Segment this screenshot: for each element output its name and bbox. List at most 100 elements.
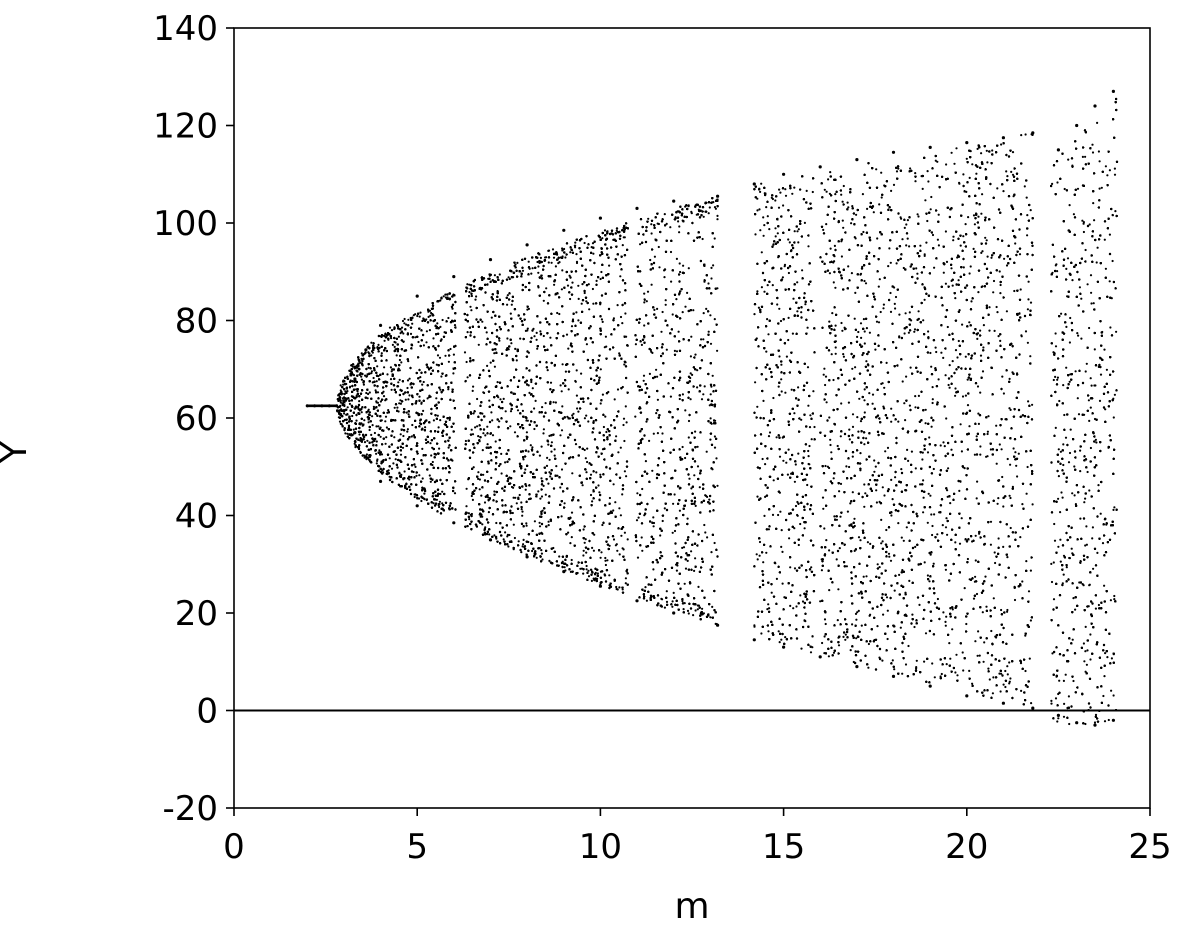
density-dot bbox=[652, 525, 655, 528]
density-dot bbox=[1003, 257, 1006, 260]
density-dot bbox=[1109, 599, 1112, 602]
density-dot bbox=[469, 357, 472, 360]
density-dot bbox=[414, 313, 417, 316]
density-dot bbox=[959, 423, 962, 426]
density-dot bbox=[1085, 362, 1088, 365]
density-dot bbox=[840, 321, 843, 325]
density-dot bbox=[548, 434, 551, 437]
density-dot bbox=[1050, 702, 1053, 705]
data-point bbox=[525, 243, 529, 247]
density-dot bbox=[1005, 170, 1008, 173]
density-dot bbox=[1050, 699, 1053, 703]
density-dot bbox=[579, 567, 582, 570]
density-dot bbox=[922, 479, 925, 482]
density-dot bbox=[977, 630, 980, 633]
density-dot bbox=[995, 424, 998, 427]
density-dot bbox=[583, 448, 586, 452]
density-dot bbox=[574, 379, 577, 383]
density-dot bbox=[1081, 155, 1084, 158]
density-dot bbox=[358, 433, 361, 436]
density-dot bbox=[427, 310, 430, 313]
density-dot bbox=[977, 215, 980, 218]
density-dot bbox=[799, 594, 802, 597]
density-dot bbox=[908, 579, 911, 583]
density-dot bbox=[796, 500, 799, 504]
density-dot bbox=[1067, 158, 1070, 161]
density-dot bbox=[906, 237, 909, 240]
density-dot bbox=[622, 236, 625, 239]
density-dot bbox=[797, 452, 800, 455]
data-point bbox=[1111, 89, 1115, 93]
density-dot bbox=[692, 614, 695, 617]
density-dot bbox=[507, 545, 510, 548]
density-dot bbox=[930, 195, 933, 199]
density-dot bbox=[934, 346, 937, 349]
density-dot bbox=[348, 386, 351, 389]
density-dot bbox=[982, 346, 985, 349]
density-dot bbox=[941, 524, 944, 527]
density-dot bbox=[585, 343, 589, 346]
density-dot bbox=[375, 425, 378, 428]
density-dot bbox=[520, 508, 523, 511]
density-dot bbox=[524, 488, 527, 491]
density-dot bbox=[397, 335, 400, 338]
density-dot bbox=[468, 291, 471, 294]
density-dot bbox=[568, 274, 571, 277]
density-dot bbox=[716, 349, 719, 352]
density-dot bbox=[839, 515, 842, 518]
density-dot bbox=[954, 394, 957, 397]
density-dot bbox=[577, 297, 580, 300]
density-dot bbox=[707, 212, 710, 215]
density-dot bbox=[574, 241, 577, 244]
density-dot bbox=[975, 497, 978, 500]
density-dot bbox=[1068, 722, 1071, 726]
density-dot bbox=[805, 189, 808, 192]
density-dot bbox=[983, 641, 986, 644]
density-dot bbox=[899, 626, 902, 629]
density-dot bbox=[777, 385, 780, 388]
density-dot bbox=[784, 636, 787, 639]
density-dot bbox=[1056, 720, 1059, 723]
density-dot bbox=[962, 235, 965, 238]
density-dot bbox=[353, 442, 356, 445]
density-dot bbox=[1011, 173, 1015, 176]
density-dot bbox=[942, 611, 945, 614]
density-dot bbox=[768, 431, 772, 434]
density-dot bbox=[766, 318, 769, 321]
density-dot bbox=[1091, 143, 1094, 146]
density-dot bbox=[526, 308, 529, 311]
density-dot bbox=[851, 623, 854, 626]
density-dot bbox=[957, 339, 960, 343]
density-dot bbox=[1028, 657, 1031, 660]
density-dot bbox=[1017, 452, 1020, 455]
density-dot bbox=[945, 663, 948, 666]
density-dot bbox=[945, 260, 949, 263]
density-dot bbox=[599, 473, 602, 476]
density-dot bbox=[436, 414, 439, 417]
density-dot bbox=[1005, 310, 1009, 313]
density-dot bbox=[840, 255, 844, 258]
density-dot bbox=[481, 449, 484, 452]
density-dot bbox=[767, 603, 770, 606]
density-dot bbox=[1083, 501, 1086, 504]
density-dot bbox=[926, 521, 929, 524]
density-dot bbox=[509, 312, 512, 315]
density-dot bbox=[821, 496, 825, 499]
density-dot bbox=[367, 421, 370, 424]
density-dot bbox=[862, 575, 865, 578]
density-dot bbox=[908, 404, 912, 407]
density-dot bbox=[572, 412, 575, 415]
density-dot bbox=[794, 504, 798, 508]
density-dot bbox=[362, 383, 365, 386]
density-dot bbox=[602, 425, 606, 429]
density-dot bbox=[491, 434, 495, 437]
density-dot bbox=[393, 345, 396, 348]
density-dot bbox=[954, 349, 958, 352]
density-dot bbox=[522, 543, 525, 546]
density-dot bbox=[452, 353, 455, 356]
density-dot bbox=[439, 492, 442, 496]
density-dot bbox=[1024, 133, 1027, 136]
density-dot bbox=[797, 241, 800, 244]
density-dot bbox=[828, 320, 831, 323]
density-dot bbox=[1062, 679, 1065, 683]
